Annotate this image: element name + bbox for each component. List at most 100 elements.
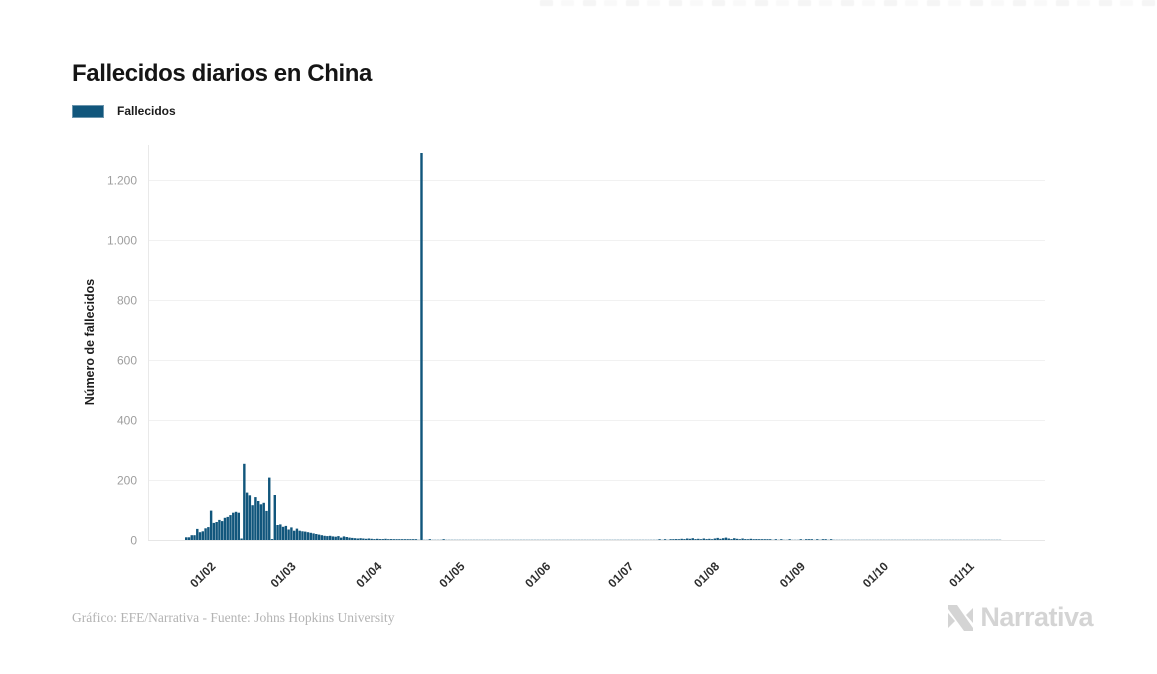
bar-zero[interactable]	[846, 539, 849, 540]
bar[interactable]	[287, 529, 290, 541]
bar-zero[interactable]	[935, 539, 938, 540]
bar-zero[interactable]	[863, 539, 866, 540]
bar[interactable]	[694, 539, 697, 540]
bar-zero[interactable]	[566, 539, 570, 540]
bar[interactable]	[254, 497, 257, 540]
bar-zero[interactable]	[982, 539, 985, 540]
bar[interactable]	[821, 539, 825, 540]
bar[interactable]	[730, 539, 733, 540]
bar[interactable]	[724, 537, 728, 540]
bar-zero[interactable]	[793, 539, 797, 540]
bar[interactable]	[699, 539, 703, 540]
bar-zero[interactable]	[519, 539, 523, 540]
bar-zero[interactable]	[907, 539, 910, 540]
bar[interactable]	[276, 525, 279, 540]
bar-zero[interactable]	[447, 539, 451, 540]
bar[interactable]	[337, 536, 340, 540]
bar-zero[interactable]	[890, 539, 894, 540]
bar[interactable]	[746, 539, 750, 540]
bar-zero[interactable]	[888, 539, 891, 540]
bar-zero[interactable]	[843, 539, 847, 540]
bar[interactable]	[705, 539, 708, 540]
bar-zero[interactable]	[785, 539, 789, 540]
bar-zero[interactable]	[777, 539, 780, 540]
bar-zero[interactable]	[647, 539, 650, 540]
bar[interactable]	[229, 515, 232, 540]
bar-zero[interactable]	[461, 539, 465, 540]
bar[interactable]	[223, 517, 227, 540]
bar-zero[interactable]	[425, 539, 429, 540]
bar-zero[interactable]	[915, 539, 919, 540]
bar-zero[interactable]	[962, 539, 966, 540]
bar[interactable]	[683, 539, 686, 540]
bar-zero[interactable]	[904, 539, 908, 540]
bar[interactable]	[686, 538, 689, 541]
bar[interactable]	[240, 538, 243, 541]
bar-zero[interactable]	[946, 539, 949, 540]
bar[interactable]	[774, 539, 778, 540]
bar[interactable]	[353, 538, 357, 540]
bar-zero[interactable]	[506, 539, 509, 540]
bar-zero[interactable]	[655, 539, 658, 540]
bar[interactable]	[298, 530, 301, 540]
bar-zero[interactable]	[813, 539, 816, 540]
bar[interactable]	[356, 538, 360, 541]
bar[interactable]	[805, 539, 808, 540]
bar[interactable]	[320, 535, 324, 540]
bar-zero[interactable]	[602, 539, 606, 540]
bar-zero[interactable]	[553, 539, 556, 540]
bar-zero[interactable]	[771, 539, 775, 540]
bar-zero[interactable]	[597, 539, 600, 540]
bar[interactable]	[304, 531, 307, 540]
bar-zero[interactable]	[439, 539, 443, 540]
bar[interactable]	[378, 539, 382, 540]
bar-zero[interactable]	[666, 539, 670, 540]
bar-zero[interactable]	[591, 539, 595, 540]
bar-zero[interactable]	[882, 539, 885, 540]
bar-zero[interactable]	[641, 539, 645, 540]
bar[interactable]	[226, 516, 229, 540]
bar-zero[interactable]	[973, 539, 977, 540]
bar-zero[interactable]	[481, 539, 484, 540]
bar-zero[interactable]	[998, 539, 1002, 540]
bar-zero[interactable]	[638, 539, 642, 540]
bar-zero[interactable]	[605, 539, 609, 540]
bar-zero[interactable]	[608, 539, 611, 540]
bar-zero[interactable]	[511, 539, 515, 540]
bar-zero[interactable]	[796, 539, 800, 540]
bar-zero[interactable]	[832, 539, 836, 540]
bar[interactable]	[259, 504, 263, 540]
bar[interactable]	[816, 539, 819, 540]
bar[interactable]	[348, 537, 351, 540]
bar-zero[interactable]	[619, 539, 622, 540]
bar[interactable]	[387, 539, 390, 540]
bar[interactable]	[262, 502, 265, 540]
bar-zero[interactable]	[547, 539, 551, 540]
bar-zero[interactable]	[497, 539, 501, 540]
bar[interactable]	[403, 539, 407, 540]
bar-zero[interactable]	[849, 539, 852, 540]
bar-zero[interactable]	[550, 539, 553, 540]
bar-zero[interactable]	[542, 539, 545, 540]
bar-zero[interactable]	[636, 539, 639, 540]
bar-zero[interactable]	[854, 539, 858, 540]
bar[interactable]	[237, 512, 241, 540]
bar[interactable]	[688, 538, 692, 540]
bar[interactable]	[279, 524, 282, 540]
bar-zero[interactable]	[827, 539, 830, 540]
bar[interactable]	[780, 539, 783, 540]
bar[interactable]	[301, 531, 304, 540]
bar[interactable]	[243, 463, 246, 540]
bar-zero[interactable]	[445, 539, 448, 540]
bar-zero[interactable]	[431, 539, 434, 540]
bar-zero[interactable]	[561, 539, 564, 540]
bar[interactable]	[215, 522, 218, 540]
bar-zero[interactable]	[782, 539, 786, 540]
bar[interactable]	[769, 539, 772, 540]
bar[interactable]	[212, 522, 216, 540]
bar-zero[interactable]	[924, 539, 927, 540]
bar-zero[interactable]	[539, 539, 542, 540]
bar[interactable]	[342, 536, 346, 540]
bar[interactable]	[824, 539, 827, 540]
bar[interactable]	[292, 530, 296, 540]
